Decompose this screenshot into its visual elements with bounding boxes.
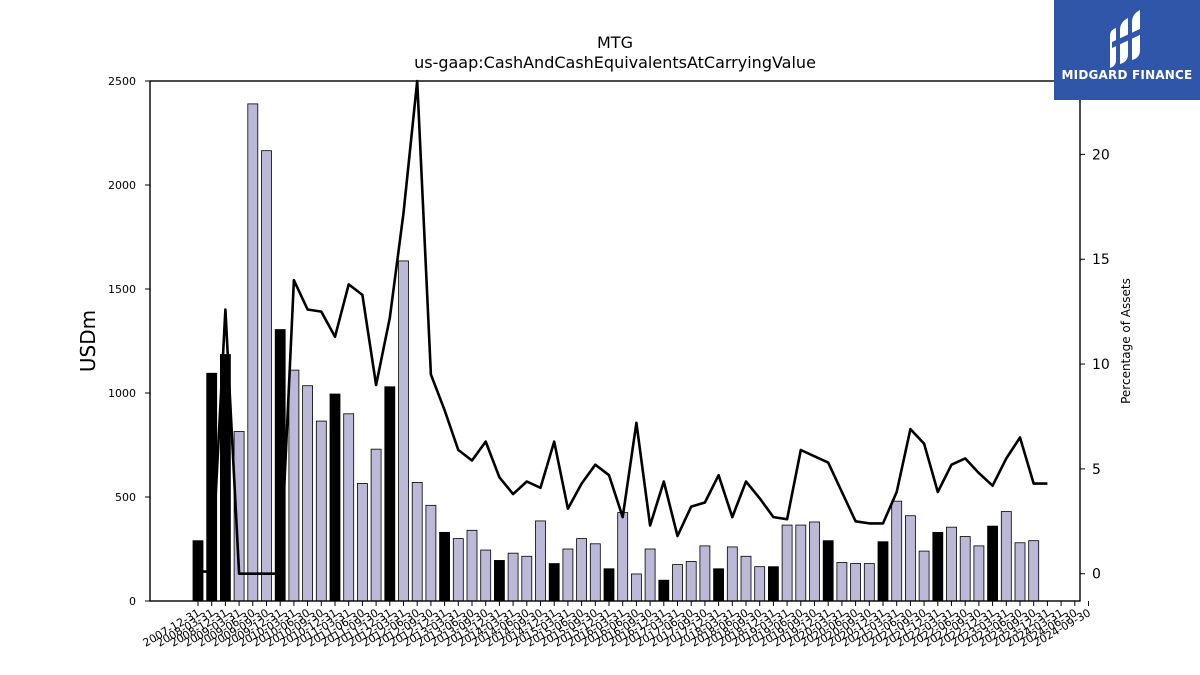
bar <box>466 529 478 602</box>
bar <box>987 525 998 602</box>
bar <box>822 540 834 602</box>
y-tick-label: 500 <box>115 491 136 504</box>
bar-group <box>192 103 1040 602</box>
bar <box>768 566 779 602</box>
y2-tick-label: 20 <box>1092 147 1110 163</box>
bar <box>302 385 314 602</box>
bar <box>713 568 724 602</box>
y2-axis-label: Percentage of Assets <box>1119 278 1133 404</box>
bar <box>877 541 889 602</box>
logo-text: MIDGARD FINANCE <box>1061 68 1193 82</box>
bar <box>1014 542 1026 602</box>
bar <box>644 548 656 602</box>
bar <box>535 520 546 602</box>
bar <box>918 550 930 602</box>
bar <box>836 562 848 602</box>
bar <box>576 538 587 602</box>
bar <box>809 521 820 602</box>
bar <box>932 531 944 602</box>
bar <box>699 545 711 602</box>
bar <box>1000 511 1012 602</box>
bar <box>480 549 492 602</box>
bar <box>959 536 971 602</box>
y2-tick-label: 5 <box>1092 462 1101 478</box>
bar <box>493 560 505 602</box>
brand-logo: MIDGARD FINANCE <box>1054 0 1200 100</box>
bar <box>863 563 875 602</box>
bar <box>439 531 451 602</box>
bar <box>288 369 300 602</box>
bar <box>452 538 464 602</box>
bar <box>329 393 341 602</box>
y-axis-left: 0 500 1000 1500 2000 2500 <box>108 75 150 608</box>
bar <box>658 579 670 602</box>
y-axis-right: 0 5 10 15 20 <box>1080 147 1110 583</box>
bar <box>795 524 807 602</box>
bar <box>946 526 957 602</box>
bar <box>315 420 327 602</box>
bar <box>740 555 752 602</box>
percentage-line <box>198 79 1048 576</box>
logo-mark-icon <box>1110 10 1142 68</box>
chart-subtitle: us-gaap:CashAndCashEquivalentsAtCarrying… <box>414 53 816 72</box>
y-axis-label: USDm <box>76 310 100 372</box>
bar <box>754 566 766 602</box>
bar <box>891 500 903 602</box>
bar <box>631 573 642 602</box>
y-tick-label: 0 <box>129 595 136 608</box>
y-tick-label: 2000 <box>108 179 136 192</box>
plot-frame <box>149 80 1081 602</box>
y-tick-label: 1500 <box>108 283 136 296</box>
bar <box>850 563 861 602</box>
bar <box>425 504 437 602</box>
bar <box>781 524 793 602</box>
bar <box>247 103 259 602</box>
y2-tick-label: 10 <box>1092 357 1110 373</box>
bar <box>589 543 601 602</box>
bar <box>617 512 629 602</box>
bar <box>411 482 423 602</box>
bar <box>603 568 615 602</box>
bar <box>398 260 409 602</box>
bar <box>507 552 519 602</box>
bar <box>562 548 574 602</box>
bar <box>356 483 368 602</box>
bar <box>521 555 533 602</box>
bar <box>905 515 916 602</box>
bar <box>384 386 396 602</box>
bar <box>343 413 355 602</box>
y2-tick-label: 15 <box>1092 252 1110 268</box>
bar <box>261 150 272 602</box>
bar <box>672 564 683 602</box>
y-tick-label: 2500 <box>108 75 136 88</box>
chart-title: MTG <box>597 33 633 52</box>
bar <box>548 563 560 602</box>
bar <box>726 546 738 602</box>
x-axis: 2007-12-312008-03-312008-12-312009-03-31… <box>141 601 1093 650</box>
bar <box>973 545 985 602</box>
bar <box>370 448 382 602</box>
bar <box>1028 540 1040 602</box>
y-tick-label: 1000 <box>108 387 136 400</box>
y2-tick-label: 0 <box>1092 567 1101 583</box>
bar <box>685 561 697 602</box>
